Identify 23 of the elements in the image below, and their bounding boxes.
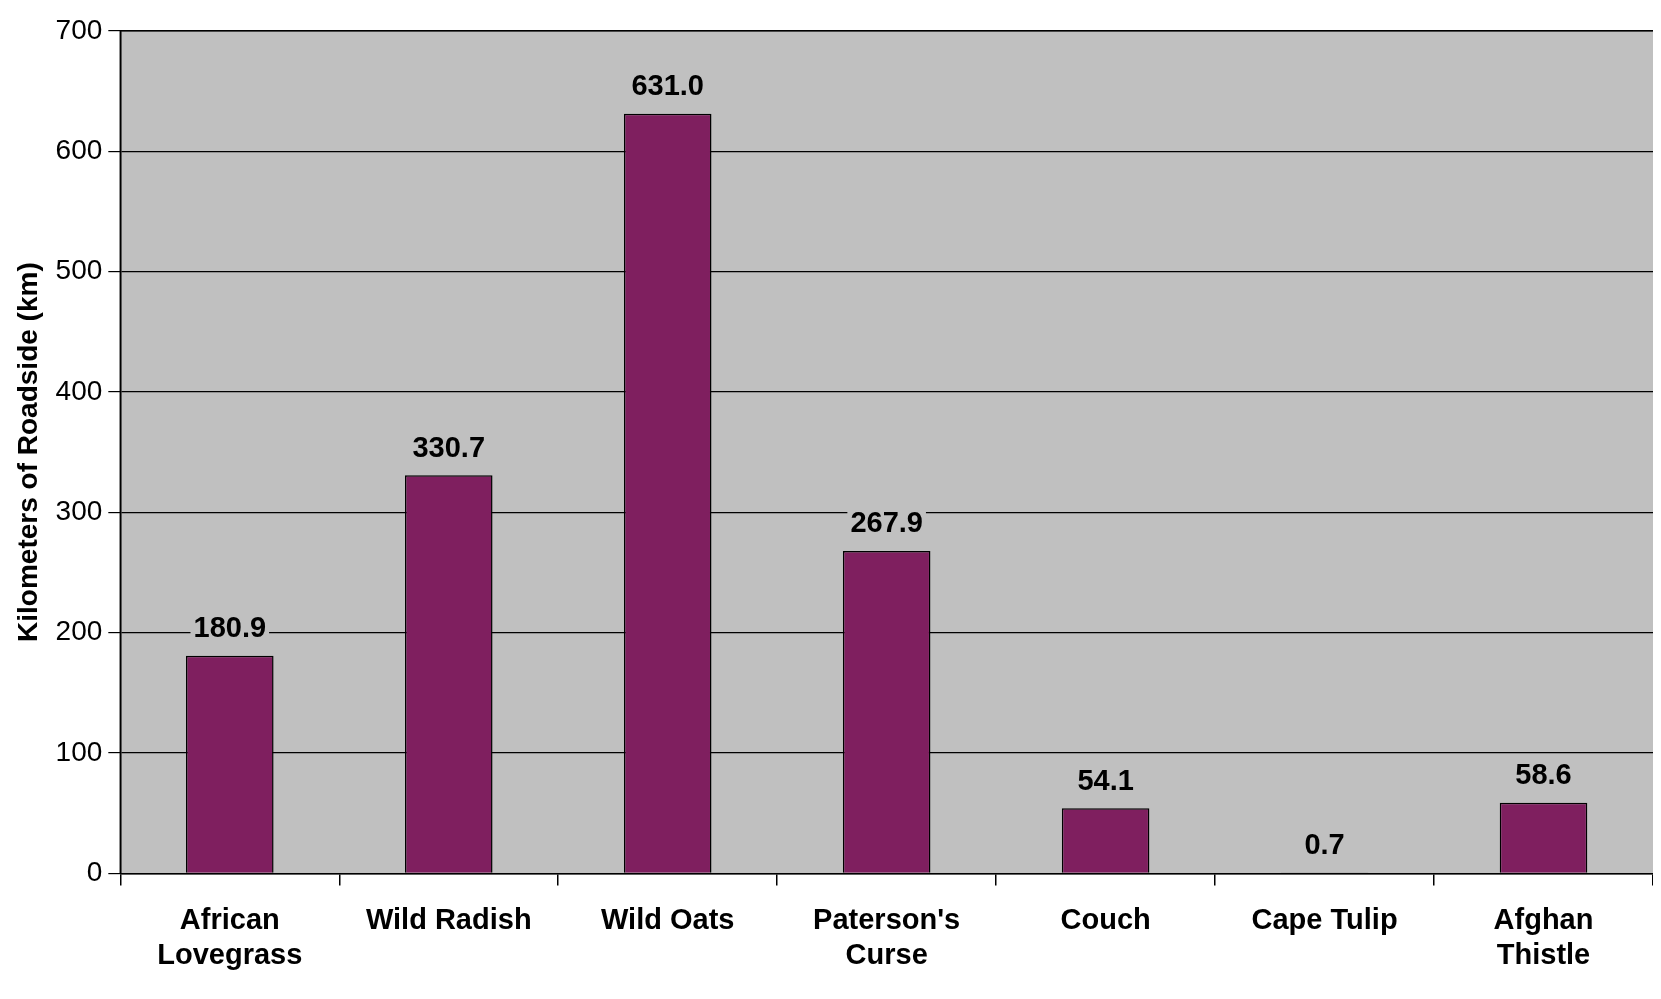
y-tick-label: 200 [55, 615, 103, 647]
data-label: 0.7 [1304, 828, 1345, 861]
y-tick-label: 0 [86, 856, 103, 888]
x-tick-label: Cape Tulip [1251, 902, 1398, 935]
data-label: 54.1 [1077, 763, 1134, 796]
x-tick-label: Couch [1060, 902, 1151, 935]
y-tick-label: 500 [55, 254, 103, 286]
y-axis-title: Kilometers of Roadside (km) [11, 262, 43, 642]
y-tick-label: 700 [55, 13, 103, 45]
x-tick-label: Afghan Thistle [1493, 902, 1594, 970]
y-tick-label: 300 [55, 495, 103, 526]
x-tick-label: Wild Oats [600, 902, 735, 935]
x-tick-label: Paterson's Curse [813, 902, 961, 970]
x-tick-label: African Lovegrass [157, 902, 303, 970]
y-tick-label: 600 [55, 133, 103, 165]
data-label: 330.7 [412, 430, 486, 463]
y-tick-label: 100 [55, 735, 103, 767]
y-tick-label: 400 [55, 374, 103, 406]
data-label: 58.6 [1515, 758, 1572, 791]
x-tick-label: Wild Radish [365, 902, 532, 935]
data-label: 180.9 [193, 611, 267, 644]
data-label: 267.9 [850, 506, 923, 539]
data-label: 631.0 [631, 69, 704, 102]
